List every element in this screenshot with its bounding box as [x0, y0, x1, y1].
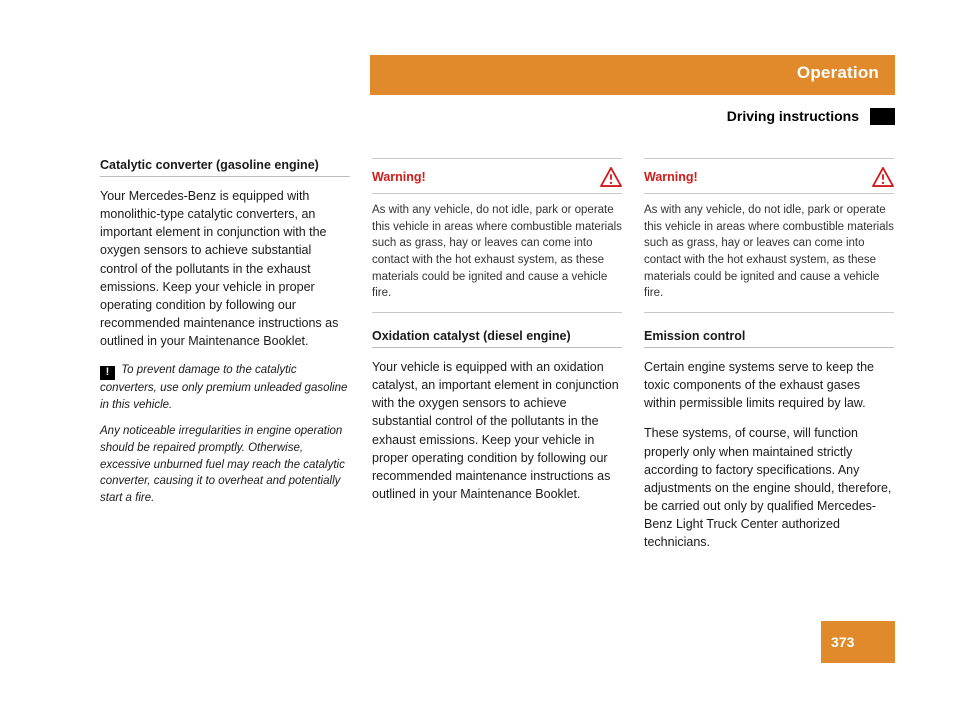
column-3: Warning! As with any vehicle, do not idl… — [644, 158, 894, 563]
warning-box-2: Warning! As with any vehicle, do not idl… — [644, 158, 894, 313]
heading-emission-control: Emission control — [644, 329, 894, 348]
caution-note-1: ! To prevent damage to the catalytic con… — [100, 362, 350, 413]
heading-oxidation-catalyst: Oxidation catalyst (diesel engine) — [372, 329, 622, 348]
section-subtitle: Driving instructions — [727, 108, 859, 124]
body-catalytic-converter: Your Mercedes-Benz is equipped with mono… — [100, 187, 350, 350]
body-emission-1: Certain engine systems serve to keep the… — [644, 358, 894, 412]
warning-title-1: Warning! — [372, 170, 426, 184]
column-1: Catalytic converter (gasoline engine) Yo… — [100, 158, 350, 563]
thumb-tab — [870, 108, 895, 125]
warning-triangle-icon — [872, 167, 894, 187]
warning-text-1: As with any vehicle, do not idle, park o… — [372, 202, 622, 302]
warning-header-2: Warning! — [644, 159, 894, 194]
warning-header-1: Warning! — [372, 159, 622, 194]
warning-title-2: Warning! — [644, 170, 698, 184]
heading-catalytic-converter: Catalytic converter (gasoline engine) — [100, 158, 350, 177]
page-number: 373 — [831, 634, 854, 650]
chapter-title: Operation — [797, 63, 879, 83]
warning-box-1: Warning! As with any vehicle, do not idl… — [372, 158, 622, 313]
caution-icon: ! — [100, 366, 115, 380]
warning-triangle-icon — [600, 167, 622, 187]
column-2: Warning! As with any vehicle, do not idl… — [372, 158, 622, 563]
warning-text-2: As with any vehicle, do not idle, park o… — [644, 202, 894, 302]
page-number-box: 373 — [821, 621, 895, 663]
body-oxidation-catalyst: Your vehicle is equipped with an oxidati… — [372, 358, 622, 503]
page: Operation Driving instructions Catalytic… — [0, 0, 954, 716]
body-emission-2: These systems, of course, will function … — [644, 424, 894, 551]
caution-note-1-text: To prevent damage to the catalytic conve… — [100, 364, 347, 411]
caution-note-2: Any noticeable irregularities in engine … — [100, 423, 350, 506]
content-columns: Catalytic converter (gasoline engine) Yo… — [100, 158, 894, 563]
